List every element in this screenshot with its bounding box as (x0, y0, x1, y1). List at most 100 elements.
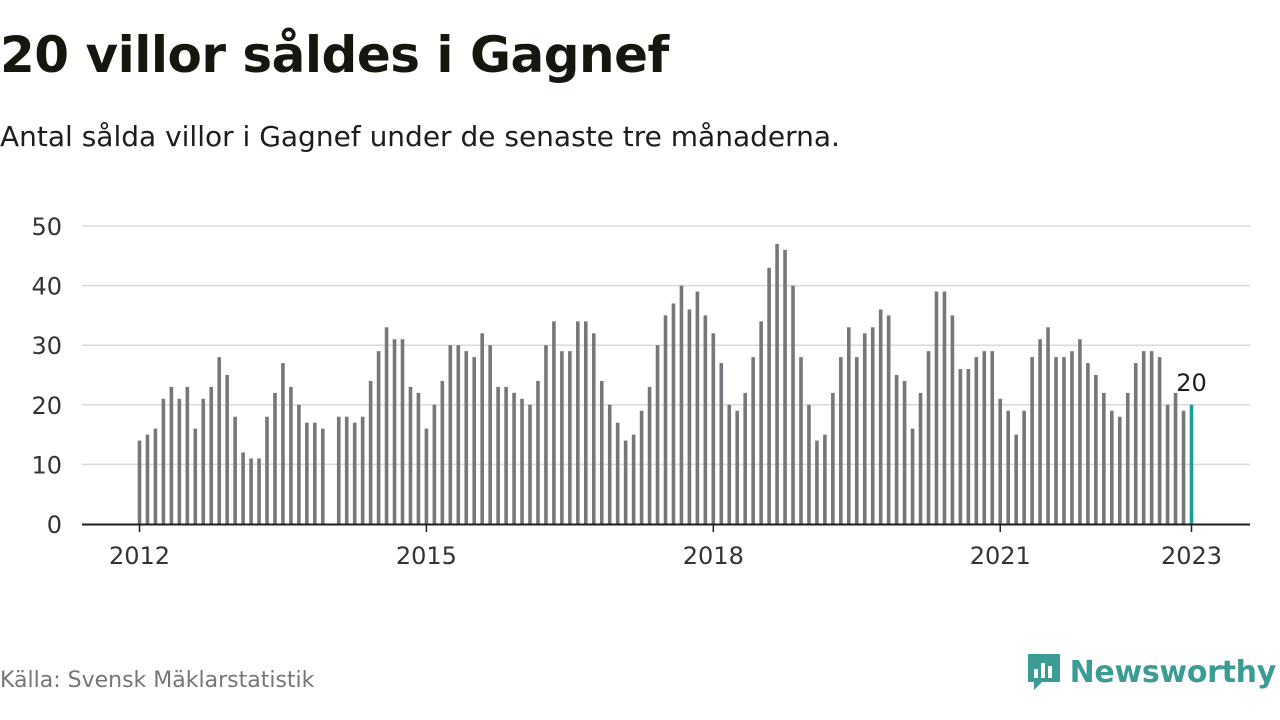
bar (225, 375, 229, 524)
bar (472, 357, 477, 524)
bar (966, 369, 971, 524)
bar (759, 321, 763, 524)
bar (432, 404, 437, 524)
bar (831, 392, 835, 524)
y-tick-label: 40 (31, 273, 62, 301)
bar (623, 440, 628, 524)
bar (599, 380, 604, 524)
bar (1070, 351, 1074, 524)
bar (958, 369, 963, 524)
bar (209, 386, 214, 524)
bar (854, 357, 859, 524)
bar (544, 345, 548, 524)
x-tick-label: 2021 (970, 542, 1031, 570)
y-tick-label: 50 (31, 213, 62, 241)
bar (392, 339, 397, 524)
bar (679, 285, 684, 524)
bar (1030, 357, 1034, 524)
bar (775, 243, 779, 524)
bar (1022, 410, 1026, 524)
y-tick-label: 20 (31, 392, 62, 420)
x-tick-label: 2018 (683, 542, 744, 570)
bar (153, 428, 158, 524)
bar (910, 428, 915, 524)
bar (1054, 357, 1058, 524)
y-tick-label: 30 (31, 332, 62, 360)
bar (233, 416, 237, 524)
last-value-label: 20 (1176, 369, 1207, 397)
bar (448, 345, 453, 524)
bar (743, 392, 747, 524)
bar (289, 386, 293, 524)
bar (217, 357, 221, 524)
bar (177, 398, 182, 524)
bar (273, 392, 277, 524)
bar (998, 398, 1003, 524)
bar (695, 291, 700, 524)
bar (257, 458, 261, 524)
bar (512, 392, 516, 524)
bar (902, 380, 907, 524)
bar (1141, 351, 1146, 524)
bar (870, 327, 875, 524)
bar (536, 380, 540, 524)
bar-latest (1189, 404, 1194, 524)
bar (942, 291, 947, 524)
bar (1102, 392, 1106, 524)
bar (663, 315, 668, 524)
y-tick-label: 10 (31, 451, 62, 479)
bar (719, 363, 724, 524)
bar (321, 428, 325, 524)
bar (1006, 410, 1010, 524)
bar (647, 386, 652, 524)
bar (607, 404, 612, 524)
bar (735, 410, 740, 524)
bar (313, 422, 317, 524)
bar (344, 416, 349, 524)
bar (281, 363, 285, 524)
bar (615, 422, 620, 524)
bar (894, 375, 899, 524)
bar (297, 404, 301, 524)
bar (1173, 392, 1178, 524)
bar (424, 428, 429, 524)
bar (727, 404, 732, 524)
bar (169, 386, 174, 524)
bar (584, 321, 588, 524)
bar (1157, 357, 1162, 524)
bar (982, 351, 987, 524)
bar (767, 267, 771, 524)
bar (1038, 339, 1042, 524)
y-tick-label: 0 (47, 511, 62, 539)
bar (400, 339, 405, 524)
bar (145, 434, 150, 524)
bar (878, 309, 883, 524)
bar (456, 345, 461, 524)
bar (560, 351, 564, 524)
bar (950, 315, 955, 524)
bar (336, 416, 341, 524)
bar (504, 386, 508, 524)
bar (265, 416, 269, 524)
bar (440, 380, 445, 524)
bar (161, 398, 166, 524)
bar (1133, 363, 1138, 524)
source-note: Källa: Svensk Mäklarstatistik (0, 668, 315, 693)
bar (655, 345, 660, 524)
bar (799, 357, 803, 524)
bar (201, 398, 206, 524)
bar (568, 351, 572, 524)
brand-name: Newsworthy (1069, 654, 1277, 690)
bar (193, 428, 198, 524)
bar (1062, 357, 1066, 524)
brand-logo: Newsworthy (1026, 652, 1276, 692)
bar (1086, 363, 1090, 524)
bar (1094, 375, 1098, 524)
bar (137, 440, 142, 524)
bar (815, 440, 819, 524)
bar (576, 321, 580, 524)
bar (687, 309, 692, 524)
bar (352, 422, 357, 524)
bar (823, 434, 827, 524)
